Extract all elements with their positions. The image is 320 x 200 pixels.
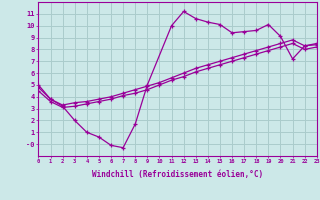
X-axis label: Windchill (Refroidissement éolien,°C): Windchill (Refroidissement éolien,°C) <box>92 170 263 179</box>
